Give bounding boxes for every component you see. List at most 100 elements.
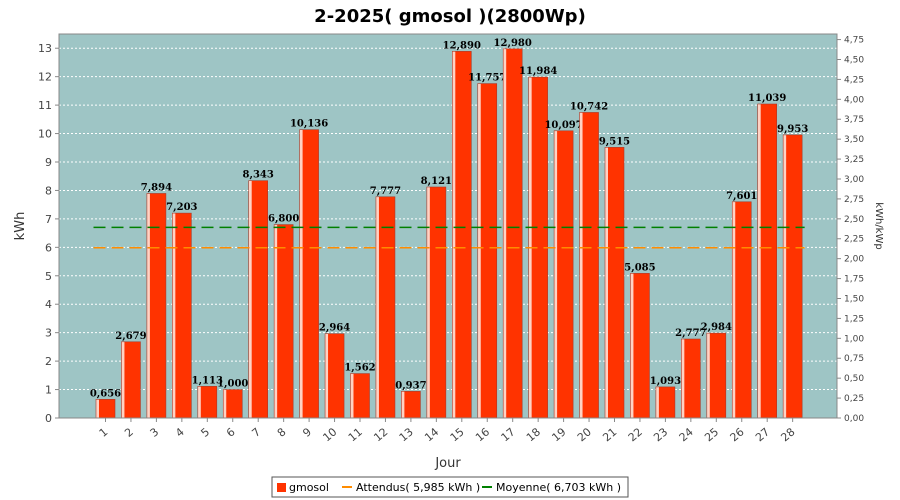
bar (325, 333, 345, 418)
bar-highlight (401, 391, 405, 418)
x-tick-label: 3 (148, 425, 162, 439)
bar (706, 333, 726, 418)
x-tick-label: 21 (600, 425, 619, 444)
x-tick-label: 20 (575, 425, 594, 444)
bar-highlight (554, 130, 558, 418)
data-label: 1,562 (344, 363, 375, 374)
legend-label-moyenne: Moyenne( 6,703 kWh ) (496, 481, 621, 494)
bar (197, 386, 217, 418)
x-tick-label: 19 (549, 425, 568, 444)
x-tick-label: 15 (448, 425, 467, 444)
bar (554, 130, 574, 418)
bar (96, 399, 115, 418)
x-tick-label: 14 (422, 425, 441, 444)
bar-highlight (783, 134, 787, 418)
bar (172, 213, 192, 418)
y-tick-label: 3 (45, 327, 52, 340)
y2-tick-label: 2,00 (844, 255, 864, 265)
y-tick-label: 9 (45, 156, 52, 169)
x-tick-label: 18 (524, 425, 543, 444)
legend-box (271, 476, 629, 498)
data-label: 2,964 (319, 323, 350, 334)
data-label: 9,515 (599, 136, 630, 147)
x-tick-label: 5 (199, 425, 213, 439)
x-tick-label: 6 (224, 425, 238, 439)
y2-tick-label: 0,50 (844, 374, 864, 384)
bar-highlight (757, 104, 761, 419)
bar-highlight (172, 213, 176, 418)
legend-label-gmosol: gmosol (289, 481, 329, 494)
x-tick-label: 1 (97, 425, 111, 439)
y-tick-label: 5 (45, 270, 52, 283)
bar-highlight (426, 187, 430, 418)
y-tick-label: 7 (45, 213, 52, 226)
bar-highlight (375, 196, 379, 418)
x-tick-label: 25 (702, 425, 721, 444)
data-label: 1,093 (650, 376, 681, 387)
x-tick-label: 13 (397, 425, 416, 444)
chart-title: 2-2025( gmosol )(2800Wp) (314, 6, 586, 27)
bar (528, 77, 548, 419)
data-label: 6,800 (268, 214, 299, 225)
data-label: 7,203 (166, 202, 197, 213)
bar-highlight (146, 193, 150, 418)
bar (401, 391, 421, 418)
y-tick-label: 0 (45, 412, 52, 425)
y-tick-label: 4 (45, 298, 52, 311)
bar (503, 48, 523, 419)
bar (426, 187, 446, 418)
y-tick-label: 13 (38, 42, 52, 55)
data-label: 1,000 (217, 379, 248, 390)
x-tick-label: 11 (346, 425, 365, 444)
data-label: 0,656 (90, 388, 121, 399)
x-tick-label: 23 (651, 425, 670, 444)
y2-tick-label: 4,50 (844, 55, 864, 65)
y-axis-label: kWh (13, 212, 28, 241)
data-label: 7,894 (141, 182, 172, 193)
bar (757, 104, 777, 419)
bar-highlight (605, 147, 608, 418)
bar-highlight (223, 389, 227, 418)
bar-highlight (732, 201, 736, 418)
bar-highlight (248, 180, 252, 418)
y2-tick-label: 3,50 (844, 135, 864, 145)
data-label: 7,601 (726, 191, 757, 202)
data-label: 2,777 (675, 328, 706, 339)
bar (477, 83, 497, 418)
bar (783, 134, 803, 418)
y-tick-label: 6 (45, 241, 52, 254)
bar-highlight (96, 399, 99, 418)
y2-tick-label: 3,25 (844, 155, 864, 165)
bar (732, 201, 752, 418)
bar-highlight (503, 48, 507, 419)
bar (248, 180, 268, 418)
y-tick-label: 11 (38, 99, 52, 112)
y2-tick-label: 1,50 (844, 294, 864, 304)
data-label: 0,937 (395, 380, 426, 391)
x-tick-label: 7 (249, 425, 263, 439)
bar (452, 51, 472, 419)
data-label: 1,113 (192, 375, 223, 386)
data-label: 11,039 (748, 93, 786, 104)
bar-highlight (655, 386, 659, 418)
plot-area: 0123456789101112130,000,250,500,751,001,… (38, 33, 864, 444)
bar (630, 273, 650, 418)
y2-tick-label: 2,75 (844, 195, 864, 205)
bar (655, 386, 675, 418)
bar-highlight (477, 83, 481, 418)
y2-tick-label: 4,25 (844, 75, 864, 85)
y2-tick-label: 0,00 (844, 414, 864, 424)
y2-tick-label: 1,75 (844, 275, 864, 285)
y-tick-label: 1 (45, 384, 52, 397)
bar-highlight (630, 273, 634, 418)
y-tick-label: 2 (45, 355, 52, 368)
plot-border (58, 33, 838, 419)
x-tick-label: 26 (728, 425, 747, 444)
x-tick-label: 2 (122, 425, 136, 439)
y2-tick-label: 0,75 (844, 354, 864, 364)
bar (274, 224, 294, 418)
data-label: 7,777 (370, 186, 401, 197)
y2-tick-label: 1,00 (844, 334, 864, 344)
data-label: 8,343 (243, 170, 274, 181)
